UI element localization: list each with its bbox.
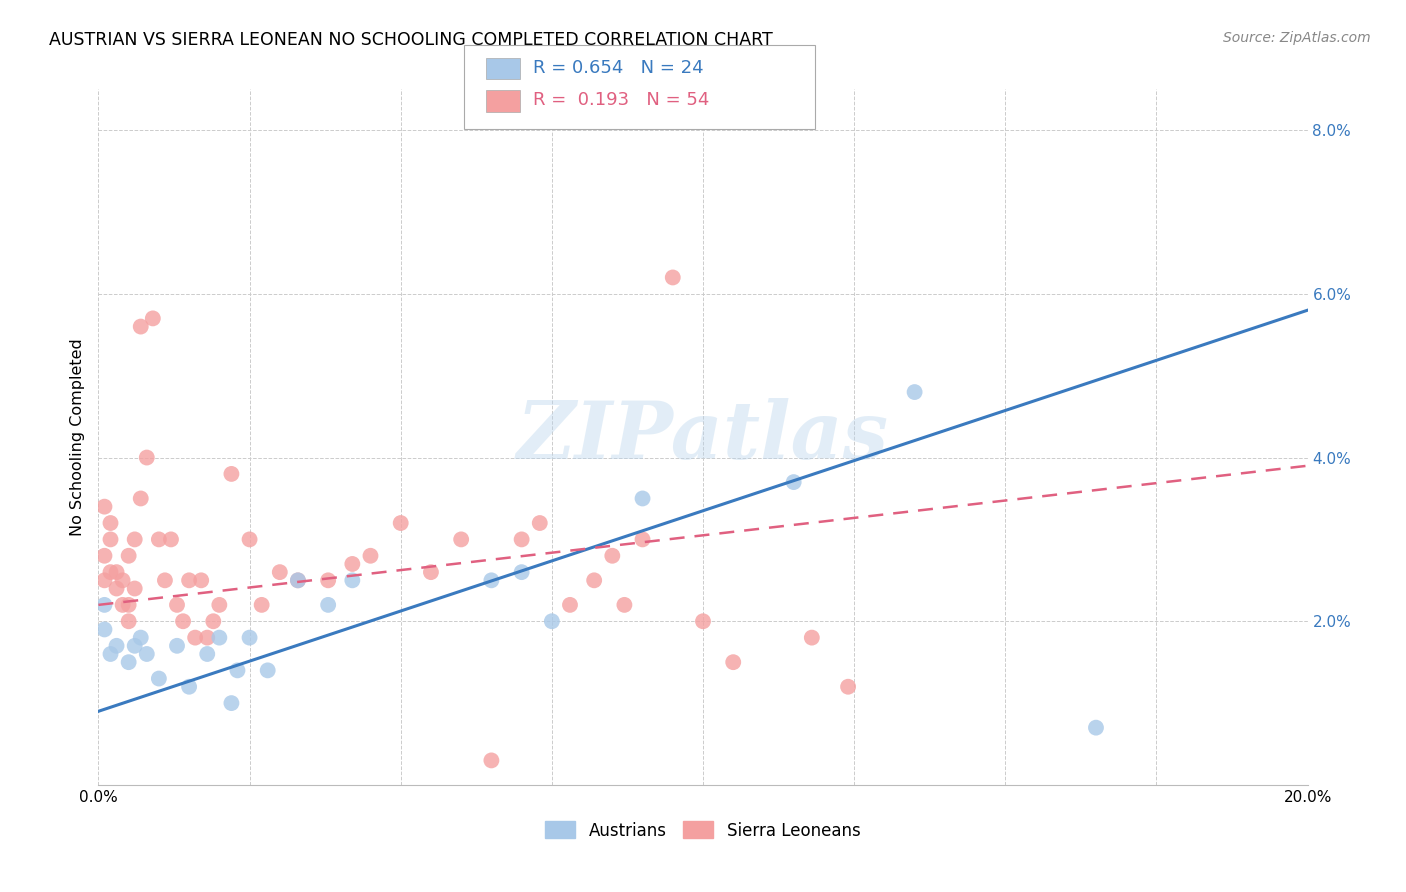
Point [135, 647, 157, 661]
Point [221, 467, 243, 481]
Point [105, 582, 128, 596]
Point [510, 533, 533, 547]
Point [100, 647, 122, 661]
Point [172, 614, 194, 628]
Point [195, 647, 218, 661]
Point [118, 549, 141, 563]
Point [226, 664, 249, 678]
Point [783, 475, 806, 489]
Point [100, 533, 122, 547]
Point [389, 516, 412, 530]
Point [160, 533, 183, 547]
Point [692, 614, 714, 628]
Point [558, 598, 581, 612]
Point [239, 533, 262, 547]
Point [529, 516, 551, 530]
Point [118, 598, 141, 612]
Point [360, 549, 382, 563]
Point [190, 574, 212, 588]
Point [166, 598, 188, 612]
Point [179, 574, 201, 588]
Point [124, 639, 146, 653]
Point [208, 598, 231, 612]
Point [93, 549, 115, 563]
Point [342, 574, 364, 588]
Point [510, 565, 533, 579]
Point [148, 672, 170, 686]
Point [129, 319, 152, 334]
Point [239, 631, 262, 645]
Point [195, 631, 218, 645]
Point [583, 574, 606, 588]
Point [111, 574, 134, 588]
Point [837, 680, 859, 694]
Point [93, 574, 115, 588]
Point [208, 631, 231, 645]
Point [800, 631, 823, 645]
Y-axis label: No Schooling Completed: No Schooling Completed [70, 338, 86, 536]
Point [287, 574, 309, 588]
Point [124, 582, 146, 596]
Point [904, 385, 927, 400]
Point [184, 631, 207, 645]
Point [118, 655, 141, 669]
Point [287, 574, 309, 588]
Point [661, 270, 683, 285]
Point [153, 574, 176, 588]
Point [93, 500, 115, 514]
Point [202, 614, 225, 628]
Text: Source: ZipAtlas.com: Source: ZipAtlas.com [1223, 31, 1371, 45]
Point [221, 696, 243, 710]
Point [613, 598, 636, 612]
Point [250, 598, 273, 612]
Point [129, 491, 152, 506]
Point [256, 664, 278, 678]
Point [142, 311, 165, 326]
Point [135, 450, 157, 465]
Text: R =  0.193   N = 54: R = 0.193 N = 54 [533, 91, 709, 109]
Point [316, 574, 339, 588]
Point [1085, 721, 1108, 735]
Text: AUSTRIAN VS SIERRA LEONEAN NO SCHOOLING COMPLETED CORRELATION CHART: AUSTRIAN VS SIERRA LEONEAN NO SCHOOLING … [49, 31, 773, 49]
Point [269, 565, 291, 579]
Point [105, 639, 128, 653]
Point [540, 614, 562, 628]
Point [93, 623, 115, 637]
Point [342, 557, 364, 571]
Point [179, 680, 201, 694]
Point [450, 533, 472, 547]
Point [602, 549, 624, 563]
Point [481, 753, 503, 767]
Point [631, 491, 654, 506]
Point [105, 565, 128, 579]
Point [316, 598, 339, 612]
Legend: Austrians, Sierra Leoneans: Austrians, Sierra Leoneans [538, 814, 868, 847]
Point [129, 631, 152, 645]
Point [100, 516, 122, 530]
Point [420, 565, 443, 579]
Point [111, 598, 134, 612]
Text: R = 0.654   N = 24: R = 0.654 N = 24 [533, 59, 703, 77]
Point [148, 533, 170, 547]
Point [481, 574, 503, 588]
Text: ZIPatlas: ZIPatlas [517, 399, 889, 475]
Point [723, 655, 745, 669]
Point [166, 639, 188, 653]
Point [631, 533, 654, 547]
Point [93, 598, 115, 612]
Point [124, 533, 146, 547]
Point [118, 614, 141, 628]
Point [100, 565, 122, 579]
